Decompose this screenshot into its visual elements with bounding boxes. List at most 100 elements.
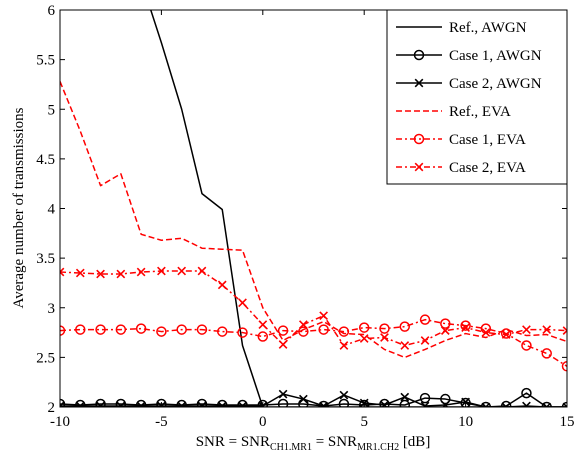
data-point: [156, 398, 167, 407]
x-axis-label-part: = SNR: [312, 434, 357, 450]
data-point: [562, 402, 567, 407]
data-point: [460, 320, 471, 331]
series-line: [60, 81, 567, 359]
data-point: [318, 324, 329, 335]
legend-label: Case 2, EVA: [449, 160, 526, 176]
legend-item: Ref., EVA: [396, 104, 511, 120]
legend-marker: [413, 49, 425, 61]
data-point: [339, 390, 349, 400]
data-point: [400, 392, 410, 402]
data-point: [338, 398, 350, 407]
series-case-2-eva: [60, 266, 567, 350]
legend-item: Ref., AWGN: [396, 20, 527, 36]
data-point: [380, 400, 389, 407]
data-point: [95, 324, 106, 335]
data-point: [156, 326, 167, 337]
y-tick-label: 2: [48, 400, 56, 416]
data-point: [440, 393, 451, 405]
data-point: [177, 266, 187, 276]
data-point: [277, 398, 289, 407]
data-point: [521, 387, 532, 399]
data-point: [338, 326, 350, 337]
data-point: [521, 340, 532, 351]
data-point: [75, 268, 85, 278]
data-point: [237, 327, 248, 338]
data-point: [257, 399, 269, 407]
legend-item: Case 2, EVA: [396, 160, 526, 176]
data-point: [116, 269, 126, 279]
data-point: [136, 267, 146, 277]
x-axis-label-part: SNR = SNR: [196, 434, 270, 450]
data-point: [60, 325, 66, 336]
legend-label: Case 2, AWGN: [449, 76, 542, 92]
data-point: [399, 321, 411, 332]
data-point: [562, 326, 567, 335]
data-point: [135, 399, 147, 407]
data-point: [440, 400, 450, 407]
data-point: [75, 401, 85, 407]
data-point: [380, 333, 389, 342]
x-axis-label-subscript: MR1.CH2: [357, 442, 399, 453]
data-point: [216, 399, 228, 407]
legend-label: Case 1, AWGN: [449, 48, 542, 64]
data-point: [197, 266, 207, 276]
data-point: [542, 402, 552, 407]
data-point: [196, 398, 208, 407]
legend-item: Case 1, AWGN: [396, 48, 542, 64]
data-point: [561, 361, 567, 372]
data-point: [500, 400, 512, 407]
data-point: [298, 326, 309, 337]
y-tick-label: 5.5: [36, 53, 55, 69]
data-point: [319, 311, 329, 321]
series-case-1-eva: [60, 314, 567, 372]
x-axis-label-subscript: CH1.MR1: [270, 442, 312, 453]
data-point: [75, 324, 86, 335]
data-point: [257, 331, 269, 342]
data-point: [96, 269, 105, 279]
data-point: [258, 320, 268, 329]
x-tick-label: 5: [360, 414, 368, 430]
legend-item: Case 1, EVA: [396, 132, 526, 148]
data-point: [419, 314, 431, 325]
data-point: [298, 320, 308, 329]
data-point: [319, 401, 329, 407]
data-point: [542, 325, 552, 334]
data-point: [400, 341, 410, 350]
data-point: [379, 323, 390, 334]
data-point: [399, 399, 411, 407]
legend-label: Case 1, EVA: [449, 132, 526, 148]
data-point: [217, 280, 227, 290]
data-point: [461, 323, 470, 332]
data-point: [216, 326, 228, 337]
legend-label: Ref., EVA: [449, 104, 511, 120]
data-point: [501, 402, 511, 407]
data-point: [359, 334, 369, 343]
data-point: [75, 399, 86, 407]
series-ref-eva: [60, 81, 567, 359]
data-point: [136, 401, 146, 407]
x-axis-label-part: [dB]: [399, 434, 430, 450]
data-point: [440, 326, 450, 335]
data-point: [481, 402, 491, 407]
data-point: [522, 401, 531, 407]
y-tick-label: 4: [48, 202, 56, 218]
data-point: [197, 401, 207, 407]
y-tick-label: 3: [48, 301, 56, 317]
data-point: [339, 341, 349, 350]
data-point: [541, 348, 552, 359]
data-point: [420, 336, 430, 345]
x-tick-label: -10: [50, 414, 70, 430]
data-point: [217, 401, 227, 407]
data-point: [176, 399, 187, 407]
x-tick-label: -5: [155, 414, 168, 430]
data-point: [419, 392, 431, 404]
data-point: [135, 323, 147, 334]
data-point: [157, 266, 166, 276]
data-point: [420, 401, 430, 407]
data-point: [500, 328, 512, 339]
x-axis-label: SNR = SNRCH1.MR1 = SNRMR1.CH2 [dB]: [196, 434, 431, 453]
legend-box: [386, 9, 568, 185]
data-point: [501, 330, 511, 339]
data-point: [95, 398, 106, 407]
